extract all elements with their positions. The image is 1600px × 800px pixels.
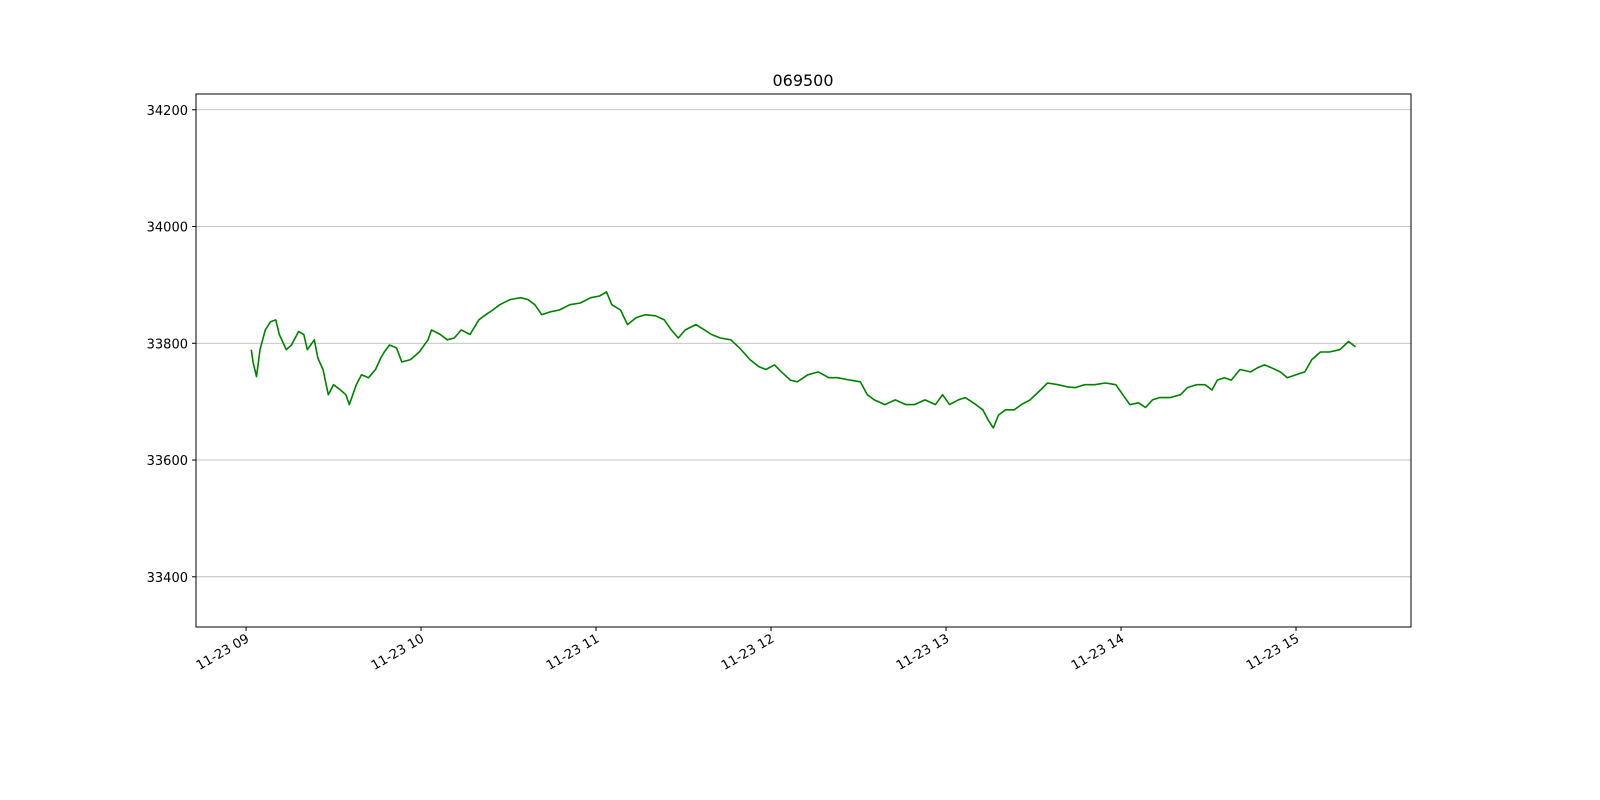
- price-line: [250, 291, 1356, 429]
- plot-frame: [195, 93, 1412, 628]
- y-tick-label: 33800: [147, 337, 188, 352]
- y-tick-label: 34200: [147, 104, 188, 119]
- x-tick-label: 11-23 11: [544, 631, 602, 673]
- x-tick-label: 11-23 10: [369, 631, 427, 673]
- x-tick-label: 11-23 09: [194, 631, 252, 673]
- x-tick-label: 11-23 15: [1244, 631, 1302, 673]
- x-tick-label: 11-23 13: [894, 631, 952, 673]
- y-tick-label: 33400: [147, 571, 188, 586]
- y-tick-label: 33600: [147, 454, 188, 469]
- x-tick-label: 11-23 14: [1069, 631, 1127, 673]
- chart-title: 069500: [772, 71, 833, 90]
- y-tick-label: 34000: [147, 221, 188, 236]
- x-tick-label: 11-23 12: [719, 631, 777, 673]
